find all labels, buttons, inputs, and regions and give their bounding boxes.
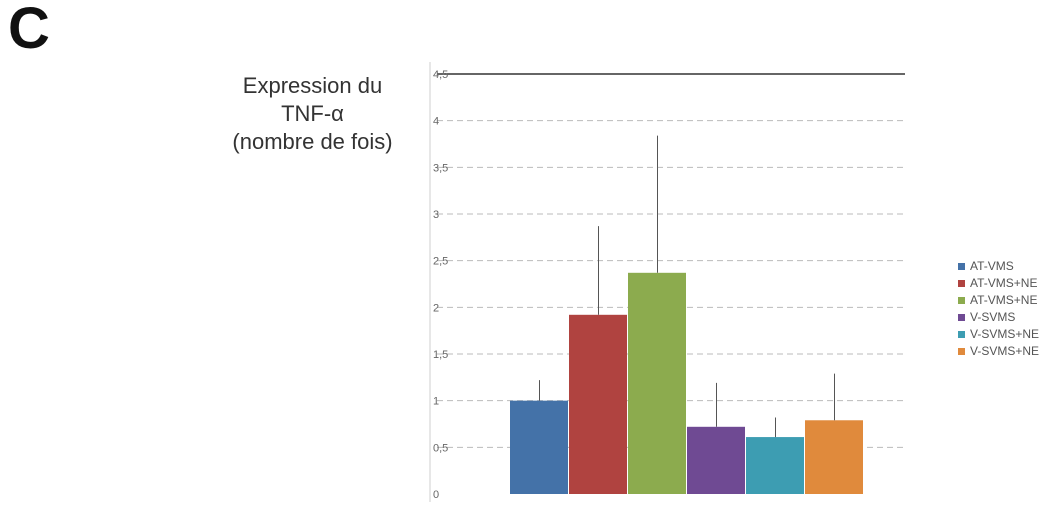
legend-label: AT-VMS+NE bbox=[970, 293, 1038, 307]
y-tick-label: 3,5 bbox=[433, 162, 448, 174]
legend-item: V-SVMS+NE bbox=[958, 326, 1039, 343]
legend-label: AT-VMS bbox=[970, 259, 1014, 273]
y-tick-label: 2,5 bbox=[433, 256, 448, 268]
bar bbox=[687, 426, 745, 494]
y-tick-label: 4 bbox=[433, 116, 439, 128]
bar bbox=[746, 437, 804, 494]
bar bbox=[569, 314, 627, 494]
bar bbox=[628, 272, 686, 494]
legend-item: AT-VMS bbox=[958, 258, 1039, 275]
legend-item: AT-VMS+NE bbox=[958, 292, 1039, 309]
legend-item: V-SVMS+NE bbox=[958, 343, 1039, 360]
legend-item: AT-VMS+NE bbox=[958, 275, 1039, 292]
y-tick-label: 1 bbox=[433, 396, 439, 408]
legend-label: V-SVMS+NE bbox=[970, 344, 1040, 358]
bar bbox=[805, 420, 863, 494]
y-axis-label-line-2: TNF-α bbox=[281, 101, 344, 126]
panel-label: C bbox=[8, 0, 50, 61]
legend-swatch bbox=[958, 297, 965, 304]
legend-swatch bbox=[958, 348, 965, 355]
y-tick-label: 2 bbox=[433, 302, 439, 314]
legend-item: V-SVMS bbox=[958, 309, 1039, 326]
legend-swatch bbox=[958, 280, 965, 287]
legend-label: AT-VMS+NE bbox=[970, 276, 1038, 290]
y-tick-label: 1,5 bbox=[433, 349, 448, 361]
y-axis-label-line-1: Expression du bbox=[242, 73, 383, 98]
chart-legend: AT-VMS AT-VMS+NE AT-VMS+NE V-SVMS V-SVMS… bbox=[958, 258, 1039, 360]
y-tick-label: 0 bbox=[433, 489, 439, 501]
legend-label: V-SVMS+NE bbox=[970, 327, 1040, 341]
y-tick-label: 0,5 bbox=[433, 442, 448, 454]
bar bbox=[510, 400, 568, 494]
y-axis-label: Expression du TNF-α (nombre de fois) bbox=[200, 72, 425, 156]
legend-swatch bbox=[958, 314, 965, 321]
legend-label: V-SVMS bbox=[970, 310, 1016, 324]
y-axis-label-line-3: (nombre de fois) bbox=[232, 129, 393, 154]
legend-swatch bbox=[958, 263, 965, 270]
y-tick-label: 4,5 bbox=[433, 69, 448, 81]
y-tick-label: 3 bbox=[433, 209, 439, 221]
legend-swatch bbox=[958, 331, 965, 338]
